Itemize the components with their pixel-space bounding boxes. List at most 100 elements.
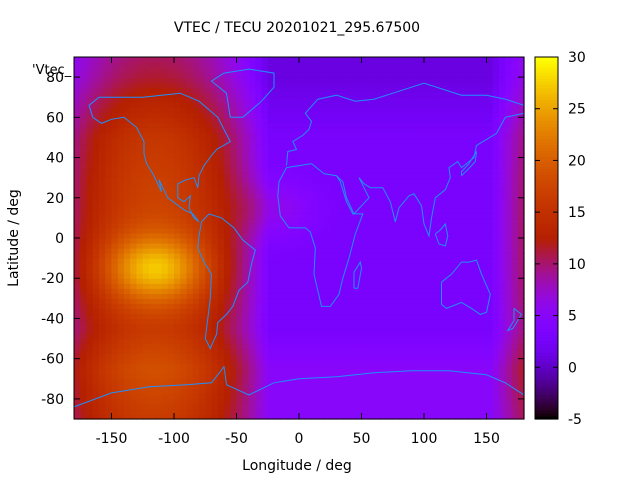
heatmap-cell [399,238,406,244]
heatmap-cell [436,363,444,370]
heatmap-cell [230,348,238,355]
heatmap-cell [311,167,319,174]
heatmap-cell [149,207,156,214]
heatmap-cell [136,157,144,164]
heatmap-cell [249,358,256,365]
heatmap-cell [230,207,238,214]
heatmap-cell [80,187,88,194]
heatmap-cell [399,202,406,209]
heatmap-cell [305,328,313,335]
heatmap-cell [399,222,406,229]
heatmap-cell [486,172,494,179]
heatmap-cell [80,82,88,88]
heatmap-cell [217,212,225,219]
heatmap-cell [124,288,131,294]
heatmap-cell [192,72,200,78]
heatmap-cell [186,373,194,380]
heatmap-cell [361,232,369,239]
heatmap-cell [86,147,94,154]
heatmap-cell [430,97,438,103]
heatmap-cell [361,207,369,214]
heatmap-cell [186,338,194,345]
heatmap-cell [249,413,256,420]
heatmap-cell [236,132,244,139]
heatmap-cell [349,227,356,234]
heatmap-cell [492,82,500,88]
heatmap-cell [486,258,494,264]
heatmap-cell [192,182,200,189]
heatmap-cell [280,358,288,365]
heatmap-cell [117,353,125,360]
heatmap-cell [192,202,200,209]
heatmap-cell [86,97,94,103]
heatmap-cell [211,127,219,134]
heatmap-cell [374,238,381,244]
heatmap-cell [74,268,81,274]
heatmap-cell [117,313,125,320]
heatmap-cell [124,403,131,410]
heatmap-cell [311,403,319,410]
heatmap-cell [199,67,206,73]
heatmap-cell [380,318,388,325]
heatmap-cell [361,152,369,159]
heatmap-cell [124,278,131,284]
heatmap-cell [174,263,181,269]
heatmap-cell [380,67,388,73]
heatmap-cell [105,278,113,284]
heatmap-cell [86,122,94,128]
heatmap-cell [161,197,169,204]
heatmap-cell [292,217,300,224]
heatmap-cell [286,273,294,279]
heatmap-cell [99,408,106,415]
heatmap-cell [336,77,344,83]
heatmap-cell [380,82,388,88]
heatmap-cell [230,388,238,395]
heatmap-cell [230,187,238,194]
heatmap-cell [249,393,256,400]
heatmap-cell [192,323,200,330]
heatmap-cell [149,343,156,350]
heatmap-cell [305,197,313,204]
heatmap-cell [92,202,100,209]
heatmap-cell [467,298,475,304]
heatmap-cell [161,378,169,385]
heatmap-cell [299,137,306,144]
heatmap-cell [261,127,269,134]
heatmap-cell [499,182,506,189]
heatmap-cell [142,373,150,380]
heatmap-cell [92,408,100,415]
heatmap-cell [436,323,444,330]
heatmap-cell [130,238,138,244]
heatmap-cell [230,112,238,118]
heatmap-cell [292,398,300,405]
heatmap-cell [311,278,319,284]
heatmap-cell [286,283,294,289]
heatmap-cell [80,298,88,304]
heatmap-cell [430,258,438,264]
heatmap-cell [280,248,288,254]
heatmap-cell [355,227,363,234]
heatmap-cell [367,353,375,360]
heatmap-cell [261,92,269,98]
heatmap-cell [199,82,206,88]
heatmap-cell [367,82,375,88]
heatmap-cell [124,122,131,128]
heatmap-cell [111,368,119,375]
heatmap-cell [99,328,106,335]
heatmap-cell [405,232,413,239]
heatmap-cell [199,177,206,184]
heatmap-cell [111,227,119,234]
heatmap-cell [136,273,144,279]
heatmap-cell [230,253,238,259]
heatmap-cell [461,383,469,390]
heatmap-cell [130,217,138,224]
heatmap-cell [267,243,275,249]
heatmap-cell [136,343,144,350]
heatmap-cell [392,298,400,304]
heatmap-cell [211,358,219,365]
heatmap-cell [261,157,269,164]
heatmap-cell [392,273,400,279]
heatmap-cell [449,207,456,214]
heatmap-cell [136,112,144,118]
heatmap-cell [342,122,350,128]
